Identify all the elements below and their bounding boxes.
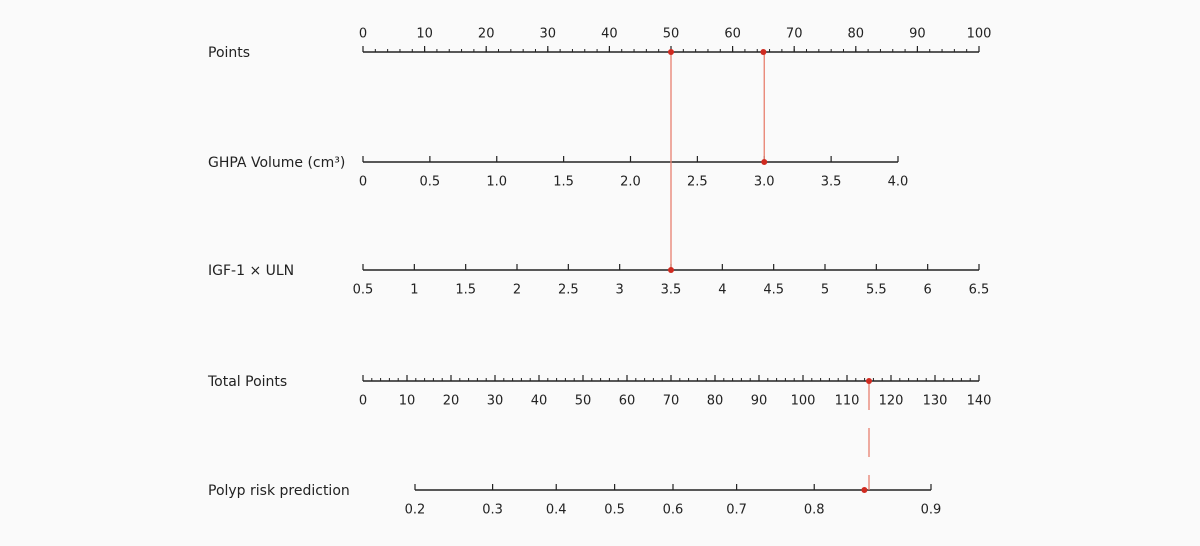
tick-label: 20 [478,27,495,42]
axis-label: Polyp risk prediction [208,483,350,499]
tick-label: 4.0 [888,175,909,190]
tick-label: 2.0 [620,175,641,190]
tick-label: 50 [663,27,680,42]
tick-label: 20 [443,394,460,409]
tick-label: 140 [967,394,992,409]
tick-label: 4 [718,283,726,298]
axis-label: Total Points [207,374,287,390]
tick-label: 80 [848,27,865,42]
tick-label: 70 [663,394,680,409]
axis-label: IGF-1 × ULN [208,263,294,279]
tick-label: 80 [707,394,724,409]
marker [861,487,868,493]
tick-label: 60 [724,27,741,42]
tick-label: 0.6 [663,503,684,518]
tick-label: 5 [821,283,829,298]
tick-label: 0.4 [546,503,567,518]
tick-label: 6.5 [969,283,990,298]
tick-label: 0.8 [804,503,825,518]
tick-label: 3.0 [754,175,775,190]
tick-label: 2 [513,283,521,298]
axis-label: Points [208,45,250,61]
tick-label: 30 [487,394,504,409]
tick-label: 110 [835,394,860,409]
tick-label: 60 [619,394,636,409]
tick-label: 0.7 [726,503,747,518]
tick-label: 1.5 [553,175,574,190]
tick-label: 70 [786,27,803,42]
tick-label: 3.5 [661,283,682,298]
tick-label: 5.5 [866,283,887,298]
tick-label: 3.5 [821,175,842,190]
tick-label: 2.5 [558,283,579,298]
tick-label: 1.0 [486,175,507,190]
axis-label: GHPA Volume (cm³) [208,155,345,171]
tick-label: 3 [616,283,624,298]
tick-label: 50 [575,394,592,409]
tick-label: 0.5 [353,283,374,298]
marker [761,159,768,165]
tick-label: 0.2 [405,503,426,518]
tick-label: 10 [399,394,416,409]
tick-label: 120 [879,394,904,409]
tick-label: 0 [359,27,367,42]
tick-label: 1 [410,283,418,298]
tick-label: 0.9 [921,503,942,518]
marker [760,49,767,55]
tick-label: 30 [540,27,557,42]
marker [668,49,674,55]
tick-label: 90 [751,394,768,409]
tick-label: 100 [791,394,816,409]
marker [668,267,674,273]
tick-label: 90 [909,27,926,42]
tick-label: 10 [416,27,433,42]
tick-label: 40 [531,394,548,409]
tick-label: 0.5 [420,175,441,190]
tick-label: 4.5 [763,283,784,298]
tick-label: 40 [601,27,618,42]
tick-label: 0 [359,394,367,409]
tick-label: 6 [924,283,932,298]
tick-label: 130 [923,394,948,409]
tick-label: 0.5 [604,503,625,518]
tick-label: 2.5 [687,175,708,190]
tick-label: 0 [359,175,367,190]
tick-label: 0.3 [482,503,503,518]
tick-label: 100 [967,27,992,42]
tick-label: 1.5 [455,283,476,298]
marker [866,378,872,384]
